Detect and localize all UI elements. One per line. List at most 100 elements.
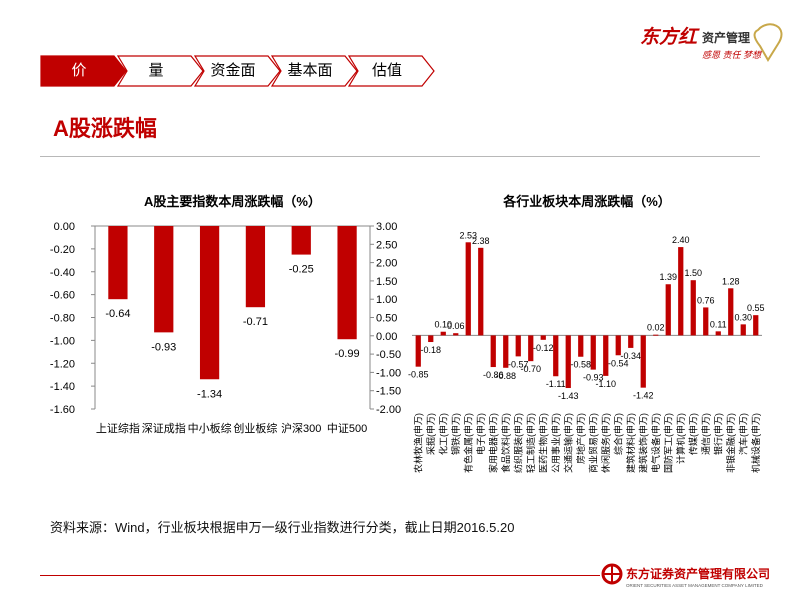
- data-label: 0.06: [447, 321, 465, 331]
- x-tick-label: 通信(申万): [700, 413, 711, 455]
- y-tick-label: -1.20: [50, 358, 75, 370]
- data-label: -1.42: [633, 391, 654, 401]
- section-title: A股涨跌幅: [53, 116, 157, 141]
- brand-logo: 东方红 资产管理 感恩 责任 梦想: [640, 18, 790, 68]
- footer-company-en: ORIENT SECURITIES ASSET MANAGEMENT COMPA…: [626, 583, 764, 588]
- x-tick-label: 建筑材料(申万): [625, 413, 636, 473]
- tab-2[interactable]: 资金面: [194, 55, 282, 87]
- x-tick-label: 沪深300: [281, 421, 321, 435]
- x-tick-label: 传媒(申万): [687, 413, 698, 455]
- tab-label: 价: [71, 62, 87, 79]
- tab-label: 量: [148, 62, 164, 79]
- bar-交通运输(申万): [565, 335, 571, 389]
- bar-深证成指: [154, 226, 174, 333]
- x-tick-label: 非银金融(申万): [725, 413, 736, 473]
- tab-4[interactable]: 估值: [348, 55, 436, 87]
- data-label: -0.34: [620, 351, 641, 361]
- data-label: -0.71: [243, 316, 268, 328]
- y2-tick-label: 0.00: [376, 331, 397, 343]
- data-label: 1.39: [659, 272, 677, 282]
- bar-采掘(申万): [428, 335, 434, 343]
- bar-计算机(申万): [678, 247, 684, 336]
- y2-tick-label: -1.00: [376, 367, 401, 379]
- bar-钢铁(申万): [453, 333, 459, 336]
- x-tick-label: 电气设备(申万): [650, 413, 661, 473]
- bar-农林牧渔(申万): [415, 335, 421, 367]
- x-tick-label: 休闲服务(申万): [600, 413, 611, 473]
- data-label: 2.53: [459, 230, 477, 240]
- y2-tick-label: -2.00: [376, 404, 401, 416]
- data-label: 0.30: [734, 312, 752, 322]
- x-tick-label: 计算机(申万): [675, 413, 686, 464]
- data-label: 1.50: [684, 268, 702, 278]
- company-emblem-icon: [601, 563, 623, 585]
- bar-中小板综: [199, 226, 220, 380]
- x-tick-label: 国防军工(申万): [662, 413, 673, 473]
- x-tick-label: 银行(申万): [712, 413, 723, 455]
- bar-机械设备(申万): [753, 315, 759, 336]
- x-tick-label: 医药生物(申万): [537, 413, 548, 473]
- x-tick-label: 钢铁(申万): [450, 413, 461, 455]
- tab-3[interactable]: 基本面: [271, 55, 359, 87]
- y-tick-label: -0.60: [50, 290, 75, 302]
- data-label: -0.54: [608, 358, 629, 368]
- x-tick-label: 交通运输(申万): [562, 413, 573, 473]
- bar-建筑材料(申万): [628, 335, 634, 348]
- y2-tick-label: 2.50: [376, 239, 397, 251]
- data-label: -0.64: [105, 308, 130, 320]
- bar-综合(申万): [615, 335, 621, 356]
- tab-label: 资金面: [210, 62, 256, 79]
- bar-国防军工(申万): [665, 284, 671, 336]
- x-tick-label: 中小板综: [188, 421, 232, 435]
- data-label: 0.55: [747, 303, 765, 313]
- data-label: -0.86: [483, 370, 504, 380]
- bar-医药生物(申万): [540, 335, 546, 340]
- y-tick-label: 0.00: [54, 221, 75, 233]
- tab-0[interactable]: 价: [40, 55, 128, 87]
- y-tick-label: -0.80: [50, 313, 75, 325]
- data-label: -0.93: [151, 341, 176, 353]
- source-note: 资料来源：Wind，行业板块根据申万一级行业指数进行分类，截止日期2016.5.…: [50, 520, 515, 535]
- x-tick-label: 创业板综: [233, 421, 277, 435]
- y2-tick-label: 1.00: [376, 294, 397, 306]
- bar-化工(申万): [440, 331, 446, 336]
- x-tick-label: 建筑装饰(申万): [637, 413, 648, 473]
- x-tick-label: 采掘(申万): [425, 413, 436, 455]
- bar-公用事业(申万): [553, 335, 559, 377]
- bottom-divider: [40, 575, 600, 576]
- bar-纺织服装(申万): [515, 335, 521, 357]
- data-label: -1.34: [197, 388, 222, 400]
- x-tick-label: 食品饮料(申万): [500, 413, 511, 473]
- data-label: -0.93: [583, 373, 604, 383]
- tab-label: 基本面: [287, 62, 333, 79]
- brand-logo-sub: 资产管理: [702, 30, 750, 45]
- data-label: -0.18: [420, 345, 441, 355]
- bar-电气设备(申万): [653, 334, 659, 336]
- footer-company-name: 东方证券资产管理有限公司: [626, 566, 770, 581]
- data-label: -0.58: [570, 360, 591, 370]
- bar-上证综指: [108, 226, 128, 300]
- tab-1[interactable]: 量: [117, 55, 205, 87]
- x-tick-label: 商业贸易(申万): [587, 413, 598, 473]
- y-tick-label: -1.00: [50, 335, 75, 347]
- bar-沪深300: [291, 226, 311, 255]
- y-tick-label: -0.20: [50, 244, 75, 256]
- data-label: 0.10: [434, 320, 452, 330]
- y2-tick-label: 2.00: [376, 258, 397, 270]
- bar-房地产(申万): [578, 335, 584, 357]
- bar-建筑装饰(申万): [640, 335, 646, 388]
- chart1-title: A股主要指数本周涨跌幅（%）: [144, 194, 321, 209]
- brand-logo-text: 东方红: [640, 26, 700, 48]
- y2-tick-label: 3.00: [376, 221, 397, 233]
- footer-logo: 东方证券资产管理有限公司 ORIENT SECURITIES ASSET MAN…: [600, 562, 790, 592]
- data-label: -0.88: [495, 371, 516, 381]
- x-tick-label: 深证成指: [142, 421, 186, 435]
- bar-休闲服务(申万): [603, 335, 609, 376]
- x-tick-label: 汽车(申万): [737, 413, 748, 455]
- x-tick-label: 机械设备(申万): [750, 413, 761, 473]
- tab-label: 估值: [371, 62, 402, 79]
- x-tick-label: 中证500: [327, 422, 367, 435]
- y-tick-label: -0.40: [50, 267, 75, 279]
